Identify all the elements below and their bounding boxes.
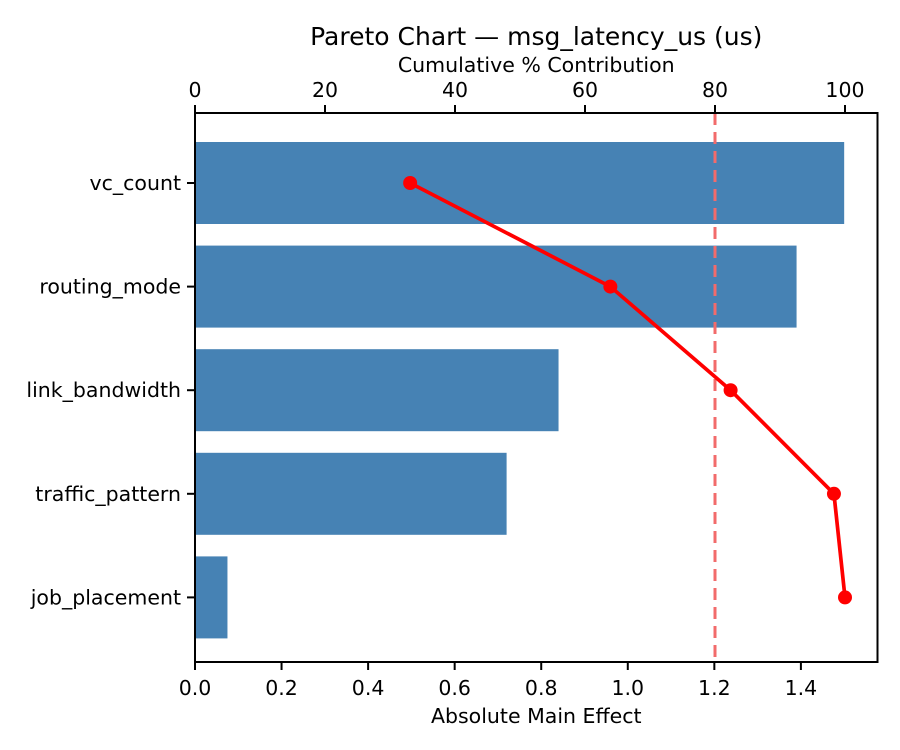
bottom-axis-tick-label: 0.6 <box>438 676 471 700</box>
bar-vc_count <box>195 142 845 224</box>
category-label-routing_mode: routing_mode <box>39 275 181 300</box>
bar-link_bandwidth <box>195 349 559 432</box>
category-label-job_placement: job_placement <box>30 585 181 610</box>
top-axis-tick-label: 40 <box>442 78 468 102</box>
bar-job_placement <box>195 556 228 639</box>
bottom-axis-tick-label: 1.0 <box>611 676 644 700</box>
top-axis-tick-label: 60 <box>572 78 598 102</box>
top-axis-label: Cumulative % Contribution <box>398 53 675 77</box>
cumulative-point-job_placement <box>838 590 852 605</box>
bottom-axis-tick-label: 0.8 <box>525 676 558 700</box>
cumulative-point-link_bandwidth <box>723 383 738 398</box>
cumulative-point-vc_count <box>403 176 418 190</box>
cumulative-point-traffic_pattern <box>826 486 841 501</box>
bottom-axis-label: Absolute Main Effect <box>431 704 642 728</box>
bottom-axis-tick-label: 1.2 <box>698 676 731 700</box>
chart-title: Pareto Chart — msg_latency_us (us) <box>310 22 762 51</box>
category-label-traffic_pattern: traffic_pattern <box>35 482 181 507</box>
cumulative-point-routing_mode <box>603 279 618 294</box>
category-label-link_bandwidth: link_bandwidth <box>26 378 181 403</box>
top-axis-tick-label: 80 <box>702 78 728 102</box>
bar-traffic_pattern <box>195 452 507 535</box>
bottom-axis-tick-label: 1.4 <box>785 676 818 700</box>
top-axis-tick-label: 100 <box>825 78 864 102</box>
top-axis-tick-label: 20 <box>312 78 338 102</box>
bottom-axis-tick-label: 0.0 <box>179 676 212 700</box>
bar-routing_mode <box>195 245 797 328</box>
plot-frame <box>194 112 879 663</box>
bottom-axis-tick-label: 0.2 <box>265 676 298 700</box>
bottom-axis-tick-label: 0.4 <box>352 676 385 700</box>
top-axis-tick-label: 0 <box>188 78 201 102</box>
category-label-vc_count: vc_count <box>90 171 182 196</box>
